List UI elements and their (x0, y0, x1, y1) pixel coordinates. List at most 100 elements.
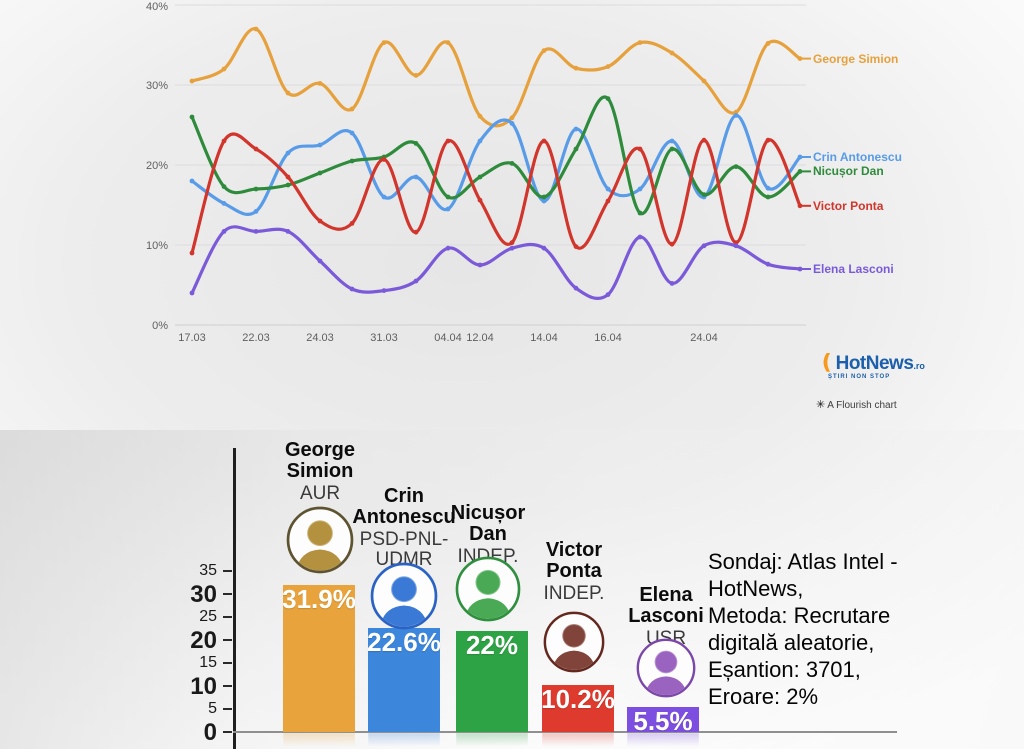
y-axis-tick-mark (223, 708, 232, 710)
data-point (765, 137, 771, 143)
candidate-name-george-simion: George Simion AUR (245, 440, 395, 504)
x-axis-tick-label: 17.03 (178, 332, 206, 344)
data-point (381, 40, 387, 45)
candidate-party-george-simion: AUR (299, 483, 341, 504)
survey-footnote: Sondaj: Atlas Intel - HotNews, Metoda: R… (708, 548, 976, 710)
bar-value-label: 10.2% (541, 684, 615, 714)
data-point (253, 186, 259, 192)
flourish-flower-icon: ✳ (816, 399, 826, 411)
y-axis-tick-label: 30 (190, 581, 217, 608)
hotnews-logo-suffix: .ro (913, 361, 925, 371)
data-point (413, 278, 419, 284)
data-point (317, 142, 323, 148)
x-axis-tick-label: 31.03 (370, 332, 398, 344)
data-point (797, 266, 803, 272)
portrait-shoulders (464, 598, 512, 619)
data-point (541, 138, 547, 144)
legend-nicusor-dan: Nicușor Dan (813, 164, 884, 179)
data-point (573, 146, 579, 152)
y-axis-tick-mark (223, 639, 232, 641)
x-axis-tick-label: 22.03 (242, 332, 270, 344)
bar-reflection (283, 733, 355, 749)
candidate-name-crin-antonescu: Crin Antonescu PSD-PNL- UDMR (329, 486, 479, 570)
bar-reflection (456, 733, 528, 749)
portrait-head (391, 576, 417, 603)
data-point (221, 66, 227, 72)
data-point (189, 290, 195, 296)
data-point (285, 150, 291, 156)
x-axis-tick-label: 24.03 (306, 332, 334, 344)
portrait-shoulders (379, 605, 429, 627)
data-point (605, 96, 611, 101)
data-point (317, 81, 323, 86)
line-chart-svg: 0% 10% 20% 30% 40% 17.03 22.03 24.03 31.03 04.04 1… (146, 1, 811, 344)
y-axis-tick-mark (223, 570, 232, 572)
portrait-shoulders (551, 650, 597, 670)
data-point (221, 201, 227, 206)
data-point (541, 245, 547, 251)
bar-reflection (627, 733, 699, 749)
legend-george-simion: George Simion (813, 51, 899, 66)
data-point (477, 174, 483, 180)
data-point (605, 292, 611, 297)
footnote-line: Metoda: Recrutare (708, 603, 891, 628)
y-axis-tick-label: 40% (146, 1, 168, 13)
data-point (573, 285, 579, 291)
candidate-bar-crin-antonescu (368, 628, 440, 732)
data-point (765, 185, 771, 191)
data-point (669, 146, 675, 152)
data-point (349, 221, 355, 226)
candidate-party-victor-ponta: INDEP. (543, 583, 605, 604)
data-point (445, 245, 451, 251)
hotnews-logo-text: HotNews (835, 353, 914, 374)
footnote-line: Eroare: 2% (708, 684, 819, 709)
y-axis-tick-mark (223, 731, 232, 733)
bar-chart-y-axis (233, 448, 236, 749)
data-point (509, 240, 515, 246)
data-point (349, 106, 355, 112)
data-point (509, 161, 515, 166)
bar-chart: Sondaj: Atlas Intel - HotNews, Metoda: R… (0, 430, 1024, 749)
y-axis-tick-label: 15 (199, 654, 217, 671)
data-point (669, 241, 675, 247)
y-axis-tick-label: 25 (199, 608, 217, 625)
portrait-head (475, 569, 501, 595)
candidate-photo-crin-antonescu (370, 562, 438, 635)
data-point (573, 244, 579, 250)
footnote-line: Eșantion: 3701, (708, 657, 861, 682)
x-axis-tick-label: 14.04 (530, 332, 558, 344)
data-point (765, 194, 771, 200)
data-point (733, 113, 739, 118)
bar-chart-baseline (233, 731, 897, 733)
hotnews-logo: ❪HotNews.ro ȘTIRI NON STOP (818, 352, 928, 380)
data-point (477, 197, 483, 203)
portrait-shoulders (644, 676, 688, 695)
data-point (477, 138, 483, 144)
legend-elena-lasconi: Elena Lasconi (813, 262, 894, 276)
legend-victor-ponta: Victor Ponta (813, 198, 884, 213)
legend-crin-antonescu: Crin Antonescu (813, 150, 902, 164)
data-point (541, 48, 547, 53)
candidate-bar-george-simion (283, 585, 355, 732)
data-point (701, 137, 707, 143)
line-series-george-simion (190, 27, 802, 128)
data-point (509, 115, 515, 121)
portrait-head (654, 650, 678, 674)
candidate-party-crin-antonescu: PSD-PNL- UDMR (359, 529, 449, 570)
data-point (733, 164, 739, 170)
data-point (221, 138, 227, 144)
data-point (381, 157, 387, 162)
hotnews-logo-accent-icon: ❪ (818, 351, 836, 374)
y-axis-tick-label: 35 (199, 562, 217, 579)
y-axis-tick-mark (223, 662, 232, 664)
candidate-photo-nicusor-dan (455, 556, 521, 627)
data-point (445, 40, 451, 45)
data-point (573, 65, 579, 71)
candidate-name-victor-ponta: Victor Ponta INDEP. (499, 540, 649, 604)
data-point (477, 113, 483, 119)
data-point (445, 194, 451, 200)
data-point (605, 64, 611, 69)
line-chart: 0% 10% 20% 30% 40% 17.03 22.03 24.03 31.03 04.04 1… (146, 1, 928, 411)
y-axis-tick-label: 20% (146, 160, 168, 172)
x-axis-tick-label: 04.04 (434, 332, 462, 344)
